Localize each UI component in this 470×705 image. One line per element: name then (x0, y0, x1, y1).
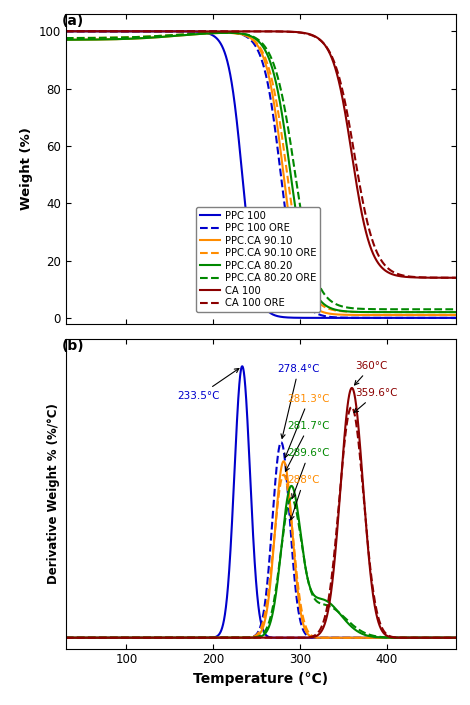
PPC 100 (212, 33, 218, 42)
PPC 100 ORE (131, 27, 136, 35)
PPC.CA 90.10 ORE (131, 33, 136, 42)
CA 100 ORE (131, 27, 136, 35)
Text: 360°C: 360°C (354, 361, 388, 385)
PPC 100 (403, 314, 409, 322)
PPC.CA 80.20 ORE (404, 305, 409, 314)
Line: PPC.CA 90.10: PPC.CA 90.10 (66, 33, 456, 315)
Text: 281.3°C: 281.3°C (285, 393, 330, 458)
PPC.CA 80.20 (108, 35, 113, 44)
Y-axis label: Weight (%): Weight (%) (20, 128, 33, 210)
PPC.CA 80.20 (212, 29, 218, 37)
CA 100 (446, 274, 451, 282)
PPC.CA 80.20 ORE (108, 33, 113, 42)
PPC 100 ORE (446, 314, 451, 322)
PPC 100 ORE (453, 314, 459, 322)
CA 100 ORE (63, 27, 69, 35)
Y-axis label: Derivative Weight % (%/°C): Derivative Weight % (%/°C) (47, 403, 60, 584)
PPC.CA 80.20 (230, 29, 235, 37)
PPC 100 (108, 27, 113, 35)
PPC.CA 90.10 (453, 311, 458, 319)
PPC.CA 90.10 (108, 35, 113, 44)
CA 100 (212, 27, 218, 35)
CA 100 (108, 27, 113, 35)
PPC.CA 80.20 ORE (446, 305, 451, 314)
PPC 100 ORE (63, 27, 69, 35)
PPC 100 ORE (212, 27, 218, 36)
CA 100 (131, 27, 136, 35)
PPC 100 (453, 314, 459, 322)
PPC.CA 80.20 (453, 308, 459, 317)
PPC.CA 90.10 (212, 29, 218, 37)
PPC.CA 90.10 (222, 29, 228, 37)
Line: PPC 100: PPC 100 (66, 31, 456, 318)
PPC.CA 90.10 (453, 311, 459, 319)
PPC.CA 80.20 (224, 29, 230, 37)
PPC.CA 90.10 ORE (446, 308, 451, 317)
PPC.CA 80.20 (404, 308, 409, 317)
CA 100 ORE (403, 272, 409, 281)
PPC.CA 90.10 (446, 311, 451, 319)
PPC.CA 90.10 (131, 35, 136, 43)
Line: PPC.CA 80.20: PPC.CA 80.20 (66, 33, 456, 312)
PPC.CA 90.10 ORE (453, 308, 459, 317)
Text: 359.6°C: 359.6°C (354, 388, 398, 412)
CA 100 ORE (108, 27, 113, 35)
PPC 100 ORE (229, 28, 235, 37)
PPC.CA 80.20 ORE (212, 28, 218, 37)
PPC.CA 90.10 (230, 29, 235, 37)
PPC.CA 80.20 ORE (453, 305, 459, 314)
PPC.CA 90.10 ORE (108, 33, 113, 42)
CA 100 (403, 273, 409, 281)
PPC.CA 90.10 ORE (404, 308, 409, 317)
CA 100 ORE (446, 274, 451, 282)
PPC 100 (446, 314, 451, 322)
PPC 100 (131, 27, 136, 35)
CA 100 ORE (453, 274, 459, 282)
Line: CA 100: CA 100 (66, 31, 456, 278)
Line: CA 100 ORE: CA 100 ORE (66, 31, 456, 278)
PPC.CA 80.20 (131, 35, 136, 43)
PPC.CA 90.10 (63, 35, 69, 44)
Line: PPC.CA 90.10 ORE: PPC.CA 90.10 ORE (66, 32, 456, 312)
PPC 100 ORE (108, 27, 113, 35)
CA 100 ORE (229, 27, 235, 35)
PPC 100 ORE (403, 314, 409, 322)
PPC 100 (229, 82, 235, 91)
PPC.CA 80.20 ORE (230, 28, 235, 37)
CA 100 ORE (212, 27, 218, 35)
PPC 100 (63, 27, 69, 35)
Text: (a): (a) (62, 14, 84, 28)
PPC.CA 90.10 ORE (219, 28, 225, 37)
Text: 278.4°C: 278.4°C (277, 364, 320, 439)
Text: 289.6°C: 289.6°C (288, 448, 330, 498)
Legend: PPC 100, PPC 100 ORE, PPC.CA 90.10, PPC.CA 90.10 ORE, PPC.CA 80.20, PPC.CA 80.20: PPC 100, PPC 100 ORE, PPC.CA 90.10, PPC.… (196, 207, 320, 312)
PPC.CA 80.20 (446, 308, 451, 317)
Line: PPC.CA 80.20 ORE: PPC.CA 80.20 ORE (66, 32, 456, 309)
X-axis label: Temperature (°C): Temperature (°C) (193, 672, 329, 686)
PPC.CA 90.10 ORE (230, 29, 235, 37)
Line: PPC 100 ORE: PPC 100 ORE (66, 31, 456, 318)
PPC.CA 90.10 ORE (212, 29, 218, 37)
CA 100 (63, 27, 69, 35)
Text: 288°C: 288°C (288, 475, 320, 520)
PPC.CA 90.10 ORE (63, 34, 69, 42)
Text: 281.7°C: 281.7°C (285, 421, 330, 471)
PPC.CA 80.20 ORE (63, 34, 69, 42)
PPC.CA 80.20 (63, 35, 69, 44)
CA 100 (453, 274, 459, 282)
PPC.CA 80.20 ORE (222, 28, 227, 37)
PPC.CA 80.20 ORE (131, 33, 136, 42)
PPC.CA 90.10 (404, 311, 409, 319)
Text: 233.5°C: 233.5°C (178, 369, 239, 401)
Text: (b): (b) (62, 339, 85, 353)
CA 100 (229, 27, 235, 35)
